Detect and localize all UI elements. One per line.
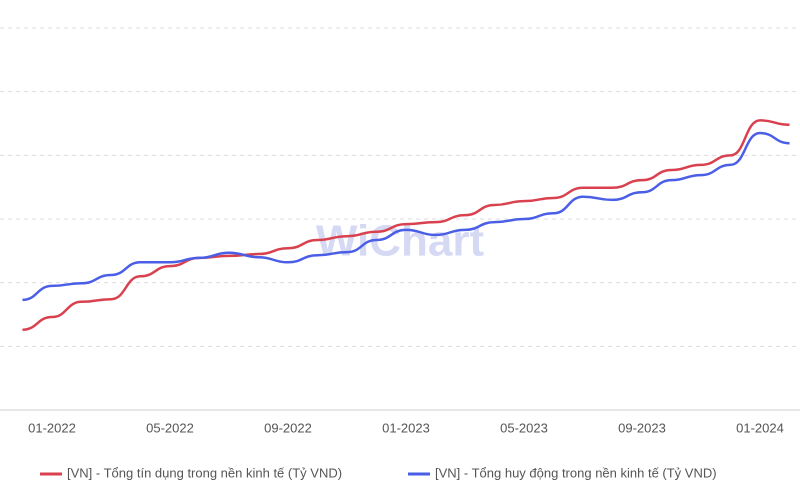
x-tick-label: 09-2022: [264, 420, 312, 435]
legend-label: [VN] - Tổng tín dụng trong nền kinh tế (…: [67, 465, 342, 480]
x-tick-label: 05-2022: [146, 420, 194, 435]
legend-label: [VN] - Tổng huy động trong nền kinh tế (…: [435, 465, 717, 480]
series-line: [22, 131, 790, 302]
x-tick-label: 09-2023: [618, 420, 666, 435]
x-tick-label: 01-2024: [736, 420, 784, 435]
x-tick-label: 01-2023: [382, 420, 430, 435]
x-tick-label: 05-2023: [500, 420, 548, 435]
x-tick-label: 01-2022: [28, 420, 76, 435]
series-line: [22, 119, 790, 332]
